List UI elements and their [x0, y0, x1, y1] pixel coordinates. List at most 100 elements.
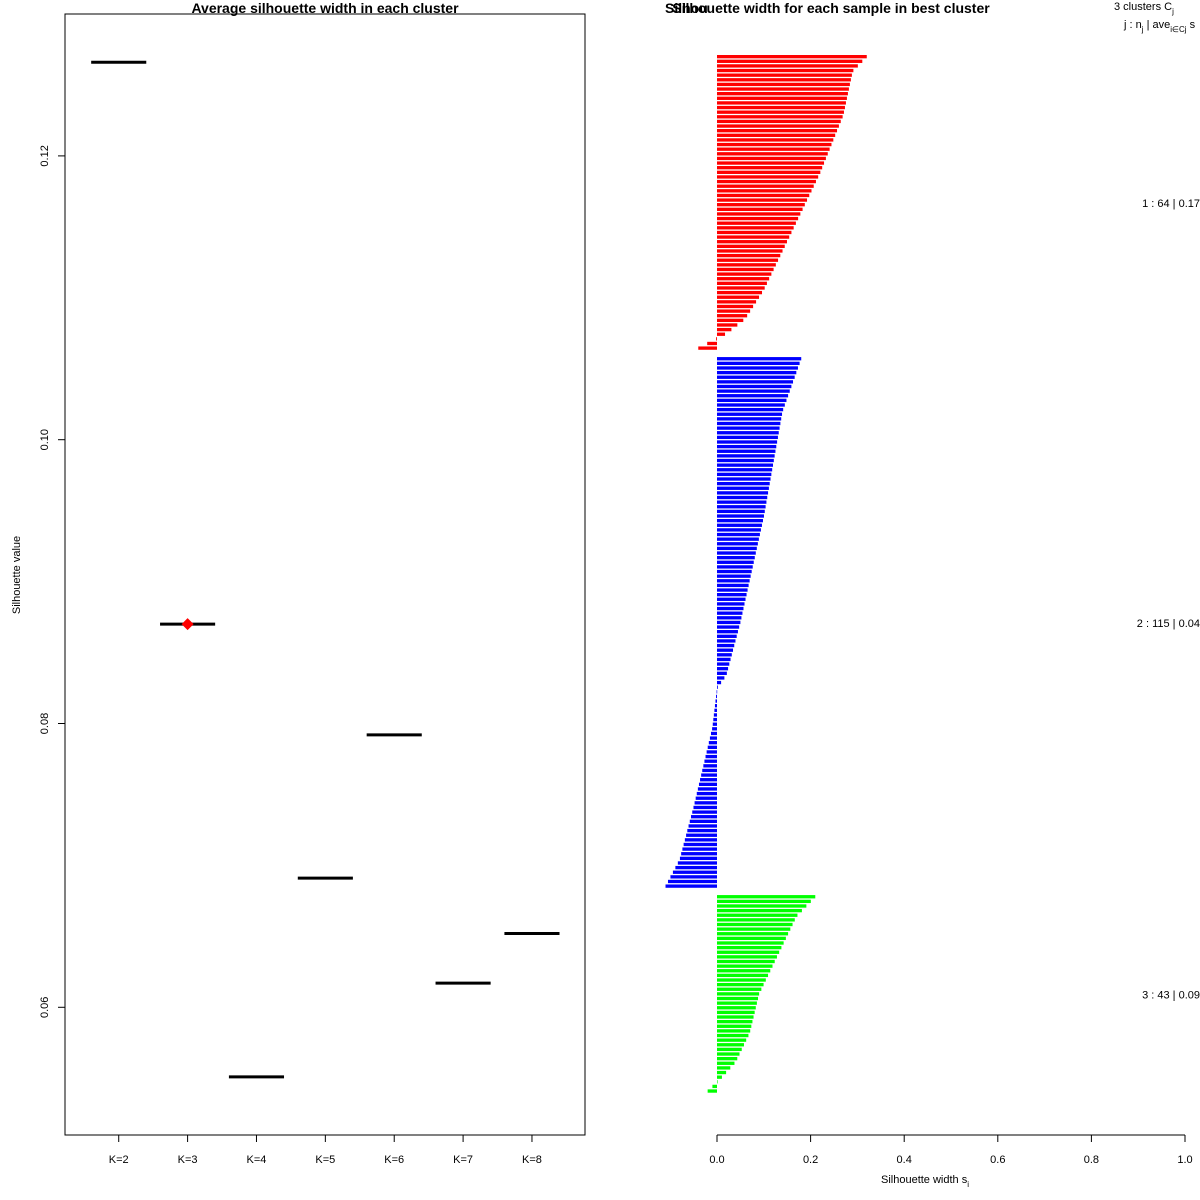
silhouette-bar [717, 472, 772, 477]
silhouette-bar [717, 244, 785, 249]
silhouette-bar [717, 941, 784, 945]
silhouette-bar [707, 1089, 717, 1093]
silhouette-bar [717, 546, 757, 551]
silhouette-bar [717, 597, 746, 601]
silhouette-bar [717, 1001, 757, 1005]
silhouette-bar [717, 375, 795, 379]
silhouette-bar [717, 932, 789, 936]
silhouette-bar [714, 708, 717, 712]
silhouette-bar [686, 833, 717, 837]
silhouette-bar [717, 230, 792, 235]
silhouette-bar [717, 606, 744, 611]
silhouette-bar [717, 272, 772, 276]
left-best-k-marker [181, 618, 194, 631]
silhouette-bar [717, 119, 841, 124]
right-x-axis-label-sub: i [967, 1180, 969, 1189]
silhouette-bar [675, 865, 717, 870]
silhouette-bar [667, 879, 717, 884]
right-x-tick-label: 0.4 [897, 1154, 912, 1166]
silhouette-bar [717, 361, 800, 366]
silhouette-bar [692, 810, 717, 814]
silhouette-bar [717, 927, 791, 931]
silhouette-bar [717, 481, 770, 486]
silhouette-bar [717, 129, 838, 133]
silhouette-bar [717, 685, 718, 689]
silhouette-bar [717, 221, 796, 225]
silhouette-bar [712, 1084, 717, 1089]
silhouette-bar [717, 92, 848, 96]
silhouette-bar [717, 611, 743, 615]
header-line2-sub2: i∈Cj [1170, 25, 1187, 34]
left-silhouette-marks [91, 60, 560, 1079]
silhouette-bar [717, 290, 763, 295]
silhouette-bar [717, 955, 777, 959]
header-line2-sub1: j [1141, 25, 1144, 34]
silhouette-bar [713, 713, 717, 717]
silhouette-bar [717, 583, 749, 588]
silhouette-bar [717, 982, 764, 987]
silhouette-bar [717, 189, 812, 193]
silhouette-bar [717, 913, 798, 917]
silhouette-bar [717, 518, 763, 523]
silhouette-bar [717, 620, 741, 625]
silhouette-bar [714, 704, 717, 708]
silhouette-bar [717, 295, 760, 299]
silhouette-bar [717, 579, 750, 583]
silhouette-bar [682, 847, 717, 851]
silhouette-bar [717, 1047, 742, 1052]
silhouette-bar [717, 486, 769, 490]
left-y-axis: 0.06 0.08 0.10 0.12 [39, 145, 65, 1018]
silhouette-bar [717, 523, 762, 527]
silhouette-bar [717, 138, 834, 142]
silhouette-bar [693, 805, 717, 810]
right-title: Silhouette width for each sample in best… [672, 0, 990, 16]
silhouette-bar [717, 1010, 755, 1015]
silhouette-bar [717, 203, 805, 207]
left-title: Average silhouette width in each cluster [191, 0, 459, 16]
silhouette-bar [700, 778, 717, 782]
left-y-tick-label: 0.08 [39, 713, 51, 734]
left-x-tick-label: K=5 [315, 1154, 335, 1166]
header-line2-a: j : n [1123, 19, 1142, 31]
silhouette-bar [704, 759, 717, 763]
silhouette-bar [687, 828, 717, 833]
silhouette-bar [681, 852, 717, 856]
silhouette-bar [702, 768, 717, 773]
silhouette-bar [717, 1075, 722, 1079]
silhouette-bar [717, 671, 727, 675]
silhouette-bar [717, 263, 776, 267]
silhouette-bar [717, 105, 845, 110]
right-x-axis-label-main: Silhouette width s [881, 1174, 968, 1186]
silhouette-bar [717, 281, 767, 286]
silhouette-bar [717, 110, 844, 114]
silhouette-bar [717, 639, 736, 643]
silhouette-bar [717, 142, 832, 147]
right-x-tick-label: 0.0 [709, 1154, 724, 1166]
right-cluster-labels: 1 : 64 | 0.17 2 : 115 | 0.04 3 : 43 | 0.09 [1137, 198, 1200, 1002]
silhouette-bar [717, 922, 793, 927]
silhouette-bar [717, 899, 811, 904]
silhouette-bar [713, 717, 717, 722]
silhouette-bar [717, 1080, 718, 1084]
silhouette-bar [697, 787, 717, 791]
silhouette-bar [717, 973, 769, 978]
silhouette-bar [717, 509, 765, 514]
silhouette-bar [717, 500, 767, 504]
silhouette-bar [705, 754, 717, 759]
silhouette-bar [717, 68, 854, 73]
silhouette-bar [717, 588, 748, 592]
silhouette-bar [717, 532, 760, 537]
silhouette-bar [717, 314, 748, 318]
left-y-tick-label: 0.10 [39, 429, 51, 450]
silhouette-bar [706, 750, 717, 754]
header-line1-main: 3 clusters C [1114, 1, 1172, 13]
silhouette-bar [717, 55, 867, 59]
right-title-overlap: Silhou [665, 0, 708, 16]
silhouette-bar [716, 694, 717, 699]
silhouette-bar [717, 235, 790, 239]
silhouette-bar [717, 384, 792, 389]
silhouette-bar [717, 212, 801, 216]
silhouette-bar [709, 736, 717, 740]
left-x-tick-label: K=7 [453, 1154, 473, 1166]
